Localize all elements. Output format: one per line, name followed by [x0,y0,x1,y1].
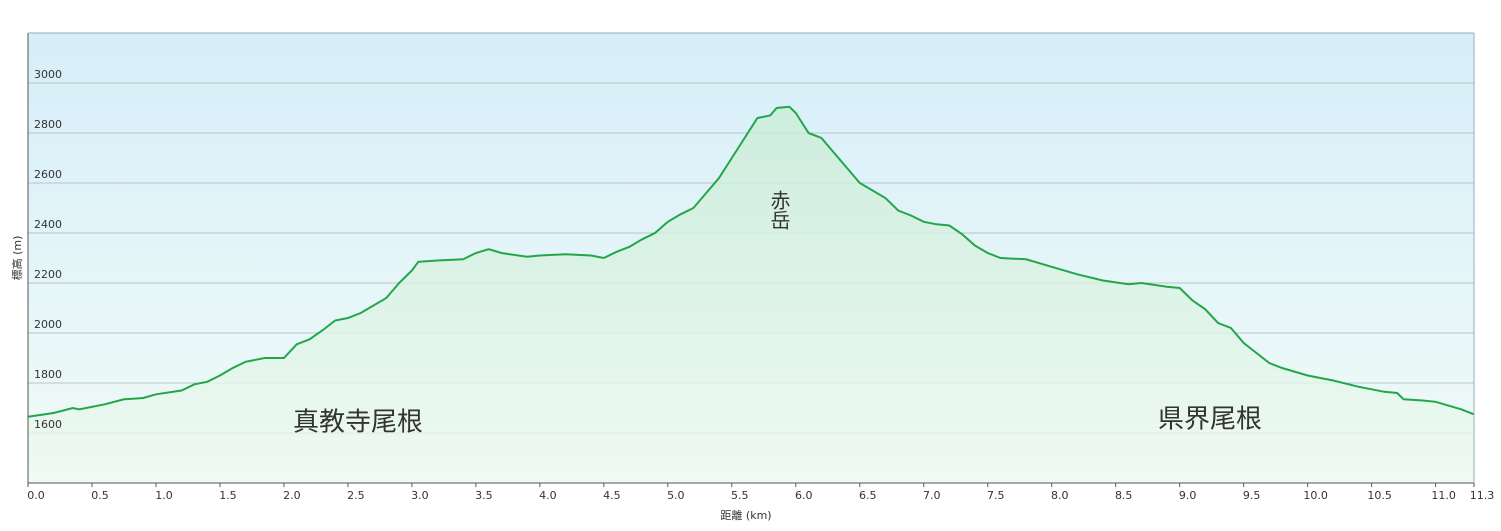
x-tick-label: 11.3 [1470,489,1495,502]
x-tick-label: 3.5 [475,489,493,502]
x-tick-label: 6.5 [859,489,877,502]
x-tick-label: 1.0 [155,489,173,502]
x-tick-label: 9.0 [1179,489,1197,502]
annotation: 真教寺尾根 [293,408,423,438]
x-tick-label: 11.0 [1431,489,1456,502]
x-tick-label: 7.5 [987,489,1005,502]
x-tick-label: 8.0 [1051,489,1069,502]
annotation: 赤岳 [767,190,791,230]
y-tick-label: 2000 [34,318,62,331]
annotation: 県界尾根 [1158,405,1262,435]
y-axis-label: 標高 (m) [10,236,24,281]
x-tick-label: 10.0 [1303,489,1328,502]
x-tick-label: 9.5 [1243,489,1261,502]
elevation-area [28,106,1474,484]
x-tick-label: 10.5 [1367,489,1392,502]
x-axis-label: 距離 (km) [720,508,771,522]
y-tick-label: 3000 [34,68,62,81]
elevation-line [27,105,1475,418]
y-tick-label: 1600 [34,418,62,431]
y-tick-label: 2400 [34,218,62,231]
x-tick-label: 4.5 [603,489,621,502]
x-tick-label: 0.5 [91,489,109,502]
y-tick-label: 2800 [34,118,62,131]
y-tick-label: 2600 [34,168,62,181]
x-tick-label: 1.5 [219,489,237,502]
x-tick-label: 4.0 [539,489,557,502]
y-tick-label: 2200 [34,268,62,281]
x-tick-label: 3.0 [411,489,429,502]
x-tick-label: 8.5 [1115,489,1133,502]
y-tick-label: 1800 [34,368,62,381]
x-tick-label: 7.0 [923,489,941,502]
x-tick-label: 2.0 [283,489,301,502]
x-tick-label: 5.5 [731,489,749,502]
x-tick-label: 6.0 [795,489,813,502]
x-tick-label: 2.5 [347,489,365,502]
x-tick-label: 0.0 [27,489,45,502]
x-tick-label: 5.0 [667,489,685,502]
